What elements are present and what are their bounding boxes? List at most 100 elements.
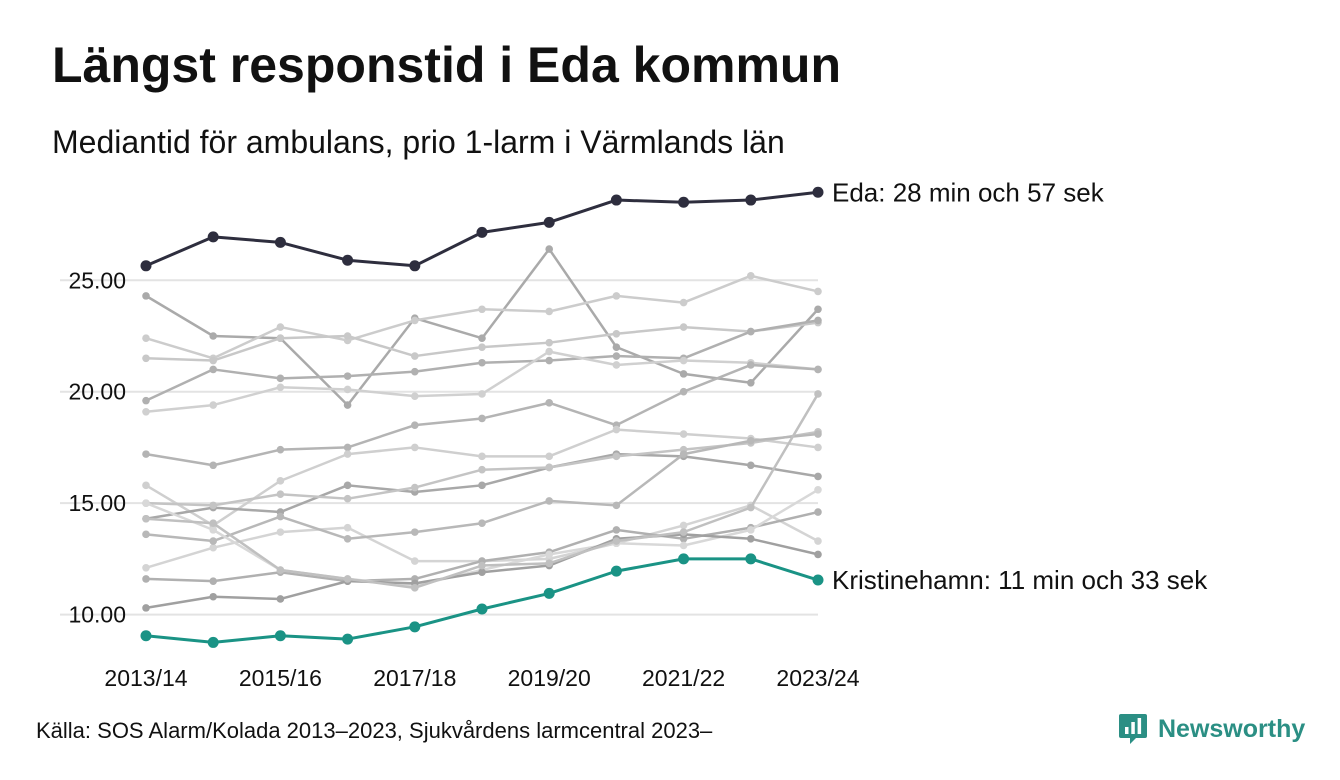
background-series-point [747,526,755,534]
background-series-point [276,334,285,343]
background-series-point [545,452,553,461]
background-series-point [478,358,486,367]
background-series-point [209,356,217,365]
background-series-point [545,559,553,568]
background-series-point [814,550,822,559]
background-series-point [142,514,150,523]
highlight-series-point [274,630,286,642]
background-series-point [142,563,150,572]
background-series-point [545,245,553,253]
highlight-series-point [342,633,354,645]
background-series-point [142,530,150,539]
background-series-point [478,568,486,577]
background-series-point [747,436,755,445]
background-series-point [679,387,688,396]
background-series-point [276,490,285,499]
background-series-point [814,305,822,314]
x-tick-label: 2021/22 [642,665,725,691]
background-series-point [411,584,419,592]
background-series-point [478,414,486,423]
background-series-point [411,528,419,536]
highlight-series-point [140,260,152,272]
background-series-point [545,463,553,472]
background-series-point [814,443,822,452]
y-axis-ticks: 10.00 15.00 20.00 25.00 [68,267,126,627]
series-end-label: Eda: 28 min och 57 sek [832,177,1105,207]
background-series-point [814,508,822,516]
background-series-point [679,430,688,438]
background-series-point [814,287,822,296]
highlight-series-point [342,254,354,266]
background-series-point [209,537,217,545]
x-tick-label: 2013/14 [104,665,187,691]
highlight-series-point [678,553,690,565]
y-tick-label: 20.00 [68,379,126,405]
brand-name: Newsworthy [1158,714,1306,743]
x-tick-label: 2023/24 [776,665,859,691]
background-series-point [411,421,419,429]
highlight-series-point [610,194,622,206]
background-series-point [679,450,688,458]
background-series-point [478,561,486,570]
background-series-point [814,365,822,374]
background-series-point [209,577,217,585]
background-series-point [679,521,688,530]
background-series-point [142,604,150,612]
background-series-point [142,396,150,405]
background-series-point [545,356,553,365]
background-series-point [411,367,419,376]
chart-title: Längst responstid i Eda kommun [52,37,841,93]
background-series-point [276,383,285,392]
background-series-point [142,499,150,507]
source-note: Källa: SOS Alarm/Kolada 2013–2023, Sjukv… [36,718,713,743]
highlight-series-point [476,603,488,615]
background-series-point [612,452,621,461]
background-series-point [276,477,285,485]
background-series-point [612,329,621,338]
highlight-series-point [610,565,622,577]
highlight-series-point [678,196,690,208]
background-series-point [209,401,217,409]
background-series-point [478,390,486,398]
background-series-point [612,425,621,434]
highlight-series-point [409,621,421,633]
background-series-point [343,443,352,452]
x-tick-label: 2017/18 [373,665,456,691]
background-series-point [814,390,822,398]
highlight-series-point [274,236,286,248]
background-series-point [343,450,352,458]
background-series-point [612,537,621,545]
background-series-point [142,575,150,583]
background-series-point [343,494,352,503]
highlight-series-point [476,226,488,238]
background-series-point [209,519,217,527]
highlight-series-point [812,574,824,586]
background-series-point [142,481,150,490]
highlight-series [140,186,824,648]
background-series-point [411,352,419,360]
background-series-point [209,526,217,534]
background-series-point [679,323,688,331]
background-series-point [679,356,688,365]
background-series-point [343,372,352,380]
background-series-point [545,307,553,316]
background-series-point [545,338,553,347]
x-tick-label: 2019/20 [508,665,591,691]
background-series-point [747,361,755,369]
background-series-point [814,472,822,481]
background-series-point [343,481,352,490]
background-series-point [747,461,755,470]
background-series-point [814,485,822,494]
background-series-line [145,247,819,407]
background-series-point [612,352,621,360]
background-series-point [747,535,755,543]
newsworthy-logo: Newsworthy [1118,712,1305,746]
background-series-point [478,481,486,490]
x-axis-ticks: 2013/14 2015/16 2017/18 2019/20 2021/22 2023/… [104,665,859,691]
background-series-point [343,523,352,532]
background-series-point [478,452,486,461]
background-series-point [276,512,285,521]
background-series-point [142,292,150,300]
background-series-point [142,407,150,416]
grid-layer [60,279,818,616]
